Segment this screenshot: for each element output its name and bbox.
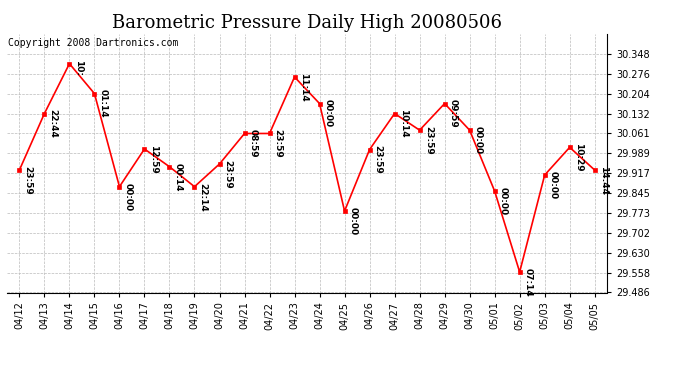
Text: 12:59: 12:59: [148, 145, 157, 174]
Text: 00:14: 00:14: [174, 162, 183, 191]
Text: 00:00: 00:00: [348, 207, 357, 235]
Text: 00:00: 00:00: [474, 126, 483, 154]
Text: 07:14: 07:14: [524, 268, 533, 297]
Text: 10:29: 10:29: [574, 143, 583, 172]
Text: 10:: 10:: [74, 60, 83, 75]
Text: 00:00: 00:00: [549, 171, 558, 199]
Text: 09:59: 09:59: [448, 99, 457, 128]
Text: Copyright 2008 Dartronics.com: Copyright 2008 Dartronics.com: [8, 38, 179, 48]
Text: 23:59: 23:59: [374, 146, 383, 174]
Text: 23:59: 23:59: [274, 129, 283, 158]
Text: 00:00: 00:00: [499, 187, 508, 215]
Text: 22:44: 22:44: [48, 110, 57, 138]
Text: 01:14: 01:14: [99, 89, 108, 118]
Title: Barometric Pressure Daily High 20080506: Barometric Pressure Daily High 20080506: [112, 14, 502, 32]
Text: 08:59: 08:59: [248, 129, 257, 158]
Text: 23:59: 23:59: [23, 166, 32, 195]
Text: 11:14: 11:14: [299, 73, 308, 102]
Text: 22:14: 22:14: [199, 183, 208, 211]
Text: 23:59: 23:59: [424, 126, 433, 155]
Text: 00:00: 00:00: [324, 99, 333, 128]
Text: 14:44: 14:44: [599, 166, 608, 195]
Text: 23:59: 23:59: [224, 160, 233, 189]
Text: 10:14: 10:14: [399, 110, 408, 138]
Text: 00:00: 00:00: [124, 183, 132, 211]
